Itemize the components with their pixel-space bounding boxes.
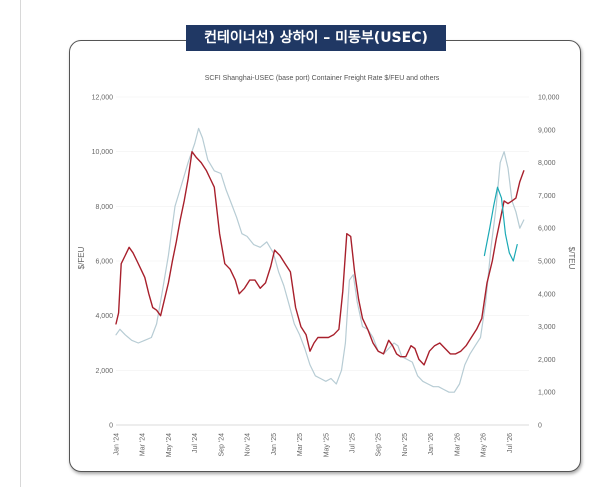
y-tick-left: 6,000	[95, 259, 113, 266]
y-tick-right: 7,000	[538, 193, 556, 200]
y-tick-right: 3,000	[538, 324, 556, 331]
y-tick-left: 4,000	[95, 313, 113, 320]
y-tick-right: 1,000	[538, 390, 556, 397]
y-tick-left: 0	[109, 423, 113, 430]
y-tick-left: 10,000	[92, 149, 114, 156]
series-line-2	[115, 151, 525, 366]
chart-title: SCFI Shanghai-USEC (base port) Container…	[205, 75, 440, 82]
y-axis-label-left: $/FEU	[77, 246, 86, 269]
series-layer	[115, 127, 525, 393]
y-tick-left: 12,000	[92, 95, 114, 102]
y-tick-right: 10,000	[538, 95, 560, 102]
y-tick-right: 2,000	[538, 357, 556, 364]
y-tick-left: 8,000	[95, 204, 113, 211]
series-line-3	[483, 186, 518, 262]
y-axis-label-right: $/TEU	[567, 247, 576, 270]
grid-layer	[116, 96, 529, 426]
x-tick: Jul '26	[507, 433, 514, 453]
x-tick: Nov '24	[245, 433, 252, 457]
y-tick-right: 9,000	[538, 127, 556, 134]
x-tick: Mar '25	[297, 433, 304, 456]
x-tick: May '26	[481, 433, 488, 457]
x-tick: Jul '24	[192, 433, 199, 453]
x-tick: Jan '26	[428, 433, 435, 455]
y-tick-right: 5,000	[538, 259, 556, 266]
x-tick: May '24	[166, 433, 173, 457]
page-title: 컨테이너선) 상하이 – 미동부(USEC)	[186, 25, 446, 51]
y-tick-right: 6,000	[538, 226, 556, 233]
x-tick: May '25	[323, 433, 330, 457]
x-tick: Nov '25	[402, 433, 409, 457]
x-tick: Jan '24	[114, 433, 121, 455]
chart-card	[69, 40, 581, 472]
left-axis: 0 2,000 4,000 6,000 8,000 10,000 12,000	[92, 95, 114, 430]
y-tick-right: 4,000	[538, 291, 556, 298]
series-line-1	[115, 127, 525, 393]
x-tick: Mar '24	[140, 433, 147, 456]
y-tick-left: 2,000	[95, 368, 113, 375]
x-tick: Sep '24	[218, 433, 225, 457]
x-axis: Jan '24 Mar '24 May '24 Jul '24 Sep '24 Nov '…	[114, 433, 514, 457]
x-tick: Mar '26	[454, 433, 461, 456]
page-edge-rule	[20, 0, 21, 487]
x-tick: Jul '25	[350, 433, 357, 453]
x-tick: Jan '25	[271, 433, 278, 455]
x-tick: Sep '25	[376, 433, 383, 457]
y-tick-right: 8,000	[538, 160, 556, 167]
right-axis: 0 1,000 2,000 3,000 4,000 5,000 6,000 7,000 8,00…	[538, 95, 560, 430]
y-tick-right: 0	[538, 423, 542, 430]
